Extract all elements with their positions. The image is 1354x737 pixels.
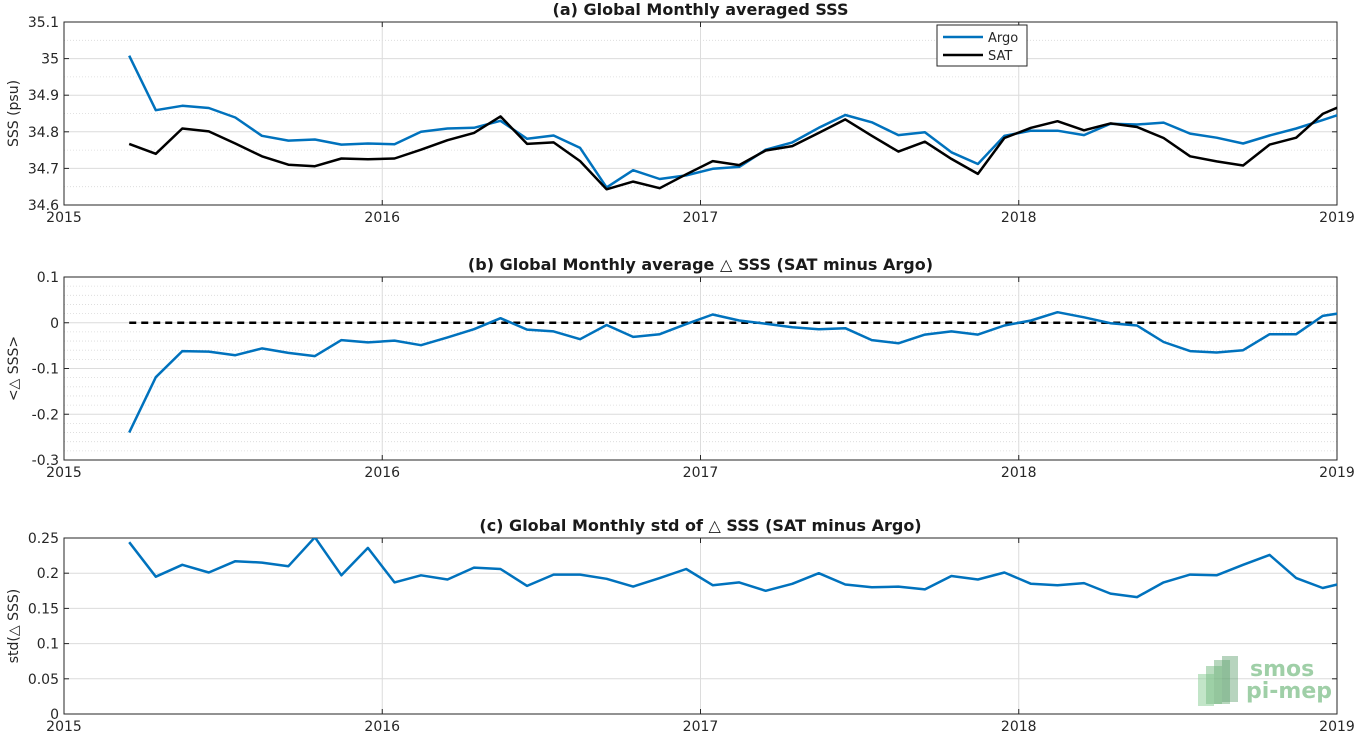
y-tick-label: -0.2 — [32, 407, 59, 423]
y-tick-label: 35.1 — [28, 15, 59, 31]
x-tick-label: 2017 — [683, 210, 719, 226]
series-group — [128, 310, 1337, 434]
x-tick-label: 2016 — [364, 210, 400, 226]
logo-line1: smos — [1250, 657, 1314, 682]
y-tick-label: 0.15 — [28, 601, 59, 617]
legend-label: Argo — [988, 31, 1018, 46]
y-tick-label: 0.1 — [37, 270, 59, 286]
x-tick-label: 2018 — [1001, 719, 1037, 735]
y-tick-label: 34.6 — [28, 198, 59, 214]
x-tick-label: 2019 — [1319, 210, 1354, 226]
y-tick-label: 35 — [41, 52, 59, 68]
series-line — [128, 538, 1337, 599]
legend-box — [936, 24, 1028, 67]
y-tick-label: 0 — [50, 316, 59, 332]
series-group — [128, 538, 1337, 599]
y-axis-label: <△ SSS> — [6, 336, 22, 401]
logo-line2: pi-mep — [1246, 679, 1332, 704]
x-tick-label: 2019 — [1319, 465, 1354, 481]
x-tick-label: 2019 — [1319, 719, 1354, 735]
chart-title: (b) Global Monthly average △ SSS (SAT mi… — [468, 255, 933, 274]
x-tick-label: 2017 — [683, 465, 719, 481]
y-tick-label: 34.7 — [28, 161, 59, 177]
y-tick-label: 34.8 — [28, 125, 59, 141]
y-tick-label: -0.3 — [32, 453, 59, 469]
panel-b: -0.3 -0.2 -0.1 0 0.1 2015 2016 2017 2018 2019 (b) … — [6, 255, 1354, 481]
y-axis-label: SSS (psu) — [6, 80, 22, 147]
x-tick-label: 2015 — [46, 719, 82, 735]
legend-label: SAT — [988, 49, 1012, 64]
y-tick-label: 34.9 — [28, 88, 59, 104]
series-group — [128, 55, 1337, 191]
y-tick-label: 0.05 — [28, 672, 59, 688]
y-axis-label: std(△ SSS) — [6, 589, 22, 663]
series-line — [128, 310, 1337, 434]
x-tick-label: 2018 — [1001, 210, 1037, 226]
chart-title: (c) Global Monthly std of △ SSS (SAT min… — [479, 516, 921, 535]
series-line-argo — [128, 55, 1337, 189]
y-tick-label: -0.1 — [32, 362, 59, 378]
series-line-sat — [128, 106, 1337, 191]
x-tick-label: 2015 — [46, 210, 82, 226]
panel-c: 0 0.05 0.1 0.15 0.2 0.25 2015 2016 2017 2018 2019 (… — [6, 516, 1354, 735]
panel-a: 34.6 34.7 34.8 34.9 35 35.1 2015 2016 2017 2018 20… — [6, 0, 1354, 226]
smos-pimep-logo: smos pi-mep — [1198, 656, 1332, 706]
y-tick-label: 0.2 — [37, 566, 59, 582]
x-tick-label: 2018 — [1001, 465, 1037, 481]
y-tick-label: 0.1 — [37, 637, 59, 653]
x-tick-label: 2015 — [46, 465, 82, 481]
x-tick-label: 2017 — [683, 719, 719, 735]
y-tick-label: 0.25 — [28, 531, 59, 547]
chart-title: (a) Global Monthly averaged SSS — [553, 0, 849, 19]
legend: Argo SAT — [936, 24, 1028, 67]
y-tick-label: 0 — [50, 707, 59, 723]
x-tick-label: 2016 — [364, 465, 400, 481]
x-tick-label: 2016 — [364, 719, 400, 735]
